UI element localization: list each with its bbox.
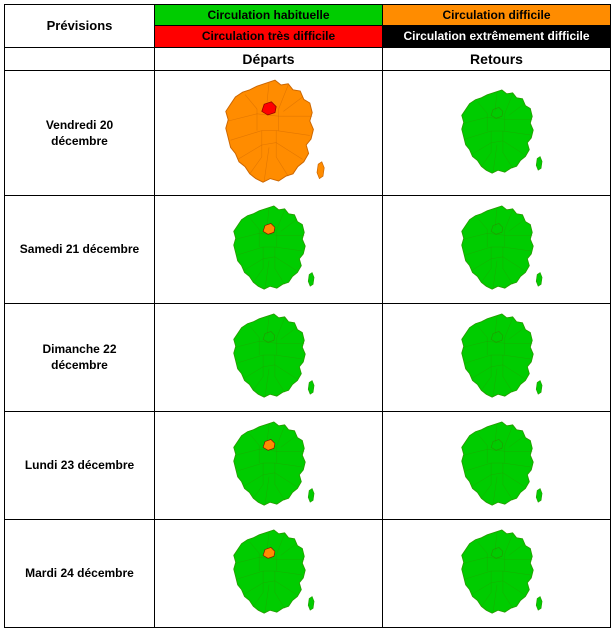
day-label: Vendredi 20 décembre (5, 70, 155, 195)
france-map-icon (220, 308, 318, 406)
legend-vhard: Circulation très difficile (155, 26, 383, 47)
forecast-row: Mardi 24 décembre (5, 519, 611, 627)
header-departs: Départs (155, 47, 383, 70)
empty-corner (5, 47, 155, 70)
day-label: Dimanche 22 décembre (5, 303, 155, 411)
header-previsions: Prévisions (5, 5, 155, 48)
retours-map-cell (383, 195, 611, 303)
day-label: Mardi 24 décembre (5, 519, 155, 627)
legend-usual: Circulation habituelle (155, 5, 383, 26)
header-retours: Retours (383, 47, 611, 70)
legend-extreme: Circulation extrêmement difficile (383, 26, 611, 47)
forecast-row: Vendredi 20 décembre (5, 70, 611, 195)
france-map-icon (209, 73, 329, 193)
day-label: Samedi 21 décembre (5, 195, 155, 303)
france-map-icon (448, 524, 546, 622)
retours-map-cell (383, 70, 611, 195)
retours-map-cell (383, 411, 611, 519)
departs-map-cell (155, 519, 383, 627)
forecast-table: PrévisionsCirculation habituelleCirculat… (4, 4, 611, 628)
france-map-icon (220, 524, 318, 622)
forecast-row: Samedi 21 décembre (5, 195, 611, 303)
france-map-icon (448, 84, 546, 182)
legend-hard: Circulation difficile (383, 5, 611, 26)
france-map-icon (448, 416, 546, 514)
france-map-icon (220, 200, 318, 298)
forecast-row: Dimanche 22 décembre (5, 303, 611, 411)
france-map-icon (448, 308, 546, 406)
retours-map-cell (383, 303, 611, 411)
france-map-icon (448, 200, 546, 298)
day-label: Lundi 23 décembre (5, 411, 155, 519)
departs-map-cell (155, 411, 383, 519)
departs-map-cell (155, 303, 383, 411)
departs-map-cell (155, 195, 383, 303)
france-map-icon (220, 416, 318, 514)
departs-map-cell (155, 70, 383, 195)
forecast-row: Lundi 23 décembre (5, 411, 611, 519)
retours-map-cell (383, 519, 611, 627)
